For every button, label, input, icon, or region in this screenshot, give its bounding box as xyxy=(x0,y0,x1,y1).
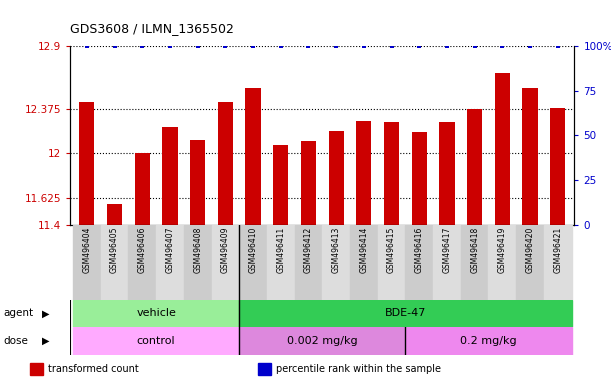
Text: GSM496419: GSM496419 xyxy=(498,227,507,273)
Text: 0.002 mg/kg: 0.002 mg/kg xyxy=(287,336,357,346)
Text: ▶: ▶ xyxy=(42,308,49,318)
Bar xyxy=(273,145,288,225)
Text: 0.2 mg/kg: 0.2 mg/kg xyxy=(460,336,517,346)
Bar xyxy=(405,225,433,300)
Text: GSM496410: GSM496410 xyxy=(249,227,258,273)
Bar xyxy=(301,141,316,225)
Text: GSM496406: GSM496406 xyxy=(137,227,147,273)
Bar xyxy=(405,327,571,355)
Text: agent: agent xyxy=(3,308,33,318)
Bar xyxy=(544,225,571,300)
Bar xyxy=(356,121,371,225)
Text: GSM496415: GSM496415 xyxy=(387,227,396,273)
Text: ▶: ▶ xyxy=(42,336,49,346)
Bar xyxy=(412,132,427,225)
Bar xyxy=(246,88,261,225)
Bar xyxy=(101,225,128,300)
Bar xyxy=(439,122,455,225)
Bar xyxy=(350,225,378,300)
Text: GSM496416: GSM496416 xyxy=(415,227,424,273)
Bar xyxy=(107,204,122,225)
Text: GSM496411: GSM496411 xyxy=(276,227,285,273)
Bar xyxy=(240,225,267,300)
Bar xyxy=(73,225,101,300)
Text: GSM496409: GSM496409 xyxy=(221,227,230,273)
Text: GSM496405: GSM496405 xyxy=(110,227,119,273)
Bar xyxy=(30,363,43,375)
Text: BDE-47: BDE-47 xyxy=(385,308,426,318)
Bar xyxy=(184,225,211,300)
Text: GSM496417: GSM496417 xyxy=(442,227,452,273)
Text: GSM496413: GSM496413 xyxy=(332,227,341,273)
Text: GSM496407: GSM496407 xyxy=(166,227,175,273)
Bar xyxy=(134,153,150,225)
Bar xyxy=(240,300,571,327)
Bar xyxy=(73,327,240,355)
Bar xyxy=(156,225,184,300)
Bar xyxy=(433,225,461,300)
Bar xyxy=(190,140,205,225)
Bar xyxy=(322,225,350,300)
Bar xyxy=(461,225,488,300)
Bar xyxy=(163,127,178,225)
Bar xyxy=(522,88,538,225)
Bar xyxy=(295,225,322,300)
Text: GSM496420: GSM496420 xyxy=(525,227,535,273)
Bar xyxy=(467,109,482,225)
Text: GSM496414: GSM496414 xyxy=(359,227,368,273)
Text: GSM496418: GSM496418 xyxy=(470,227,479,273)
Bar xyxy=(128,225,156,300)
Bar xyxy=(488,225,516,300)
Bar xyxy=(218,102,233,225)
Bar xyxy=(384,122,399,225)
Bar xyxy=(73,300,240,327)
Bar xyxy=(258,363,271,375)
Bar xyxy=(378,225,405,300)
Bar xyxy=(516,225,544,300)
Bar xyxy=(495,73,510,225)
Text: GDS3608 / ILMN_1365502: GDS3608 / ILMN_1365502 xyxy=(70,22,234,35)
Bar xyxy=(267,225,295,300)
Text: vehicle: vehicle xyxy=(136,308,176,318)
Text: percentile rank within the sample: percentile rank within the sample xyxy=(276,364,441,374)
Bar xyxy=(211,225,240,300)
Text: transformed count: transformed count xyxy=(48,364,139,374)
Bar xyxy=(550,108,565,225)
Text: GSM496421: GSM496421 xyxy=(553,227,562,273)
Text: control: control xyxy=(137,336,175,346)
Text: GSM496412: GSM496412 xyxy=(304,227,313,273)
Text: GSM496408: GSM496408 xyxy=(193,227,202,273)
Text: GSM496404: GSM496404 xyxy=(82,227,92,273)
Bar xyxy=(79,102,95,225)
Bar xyxy=(240,327,405,355)
Text: dose: dose xyxy=(3,336,28,346)
Bar xyxy=(329,131,344,225)
